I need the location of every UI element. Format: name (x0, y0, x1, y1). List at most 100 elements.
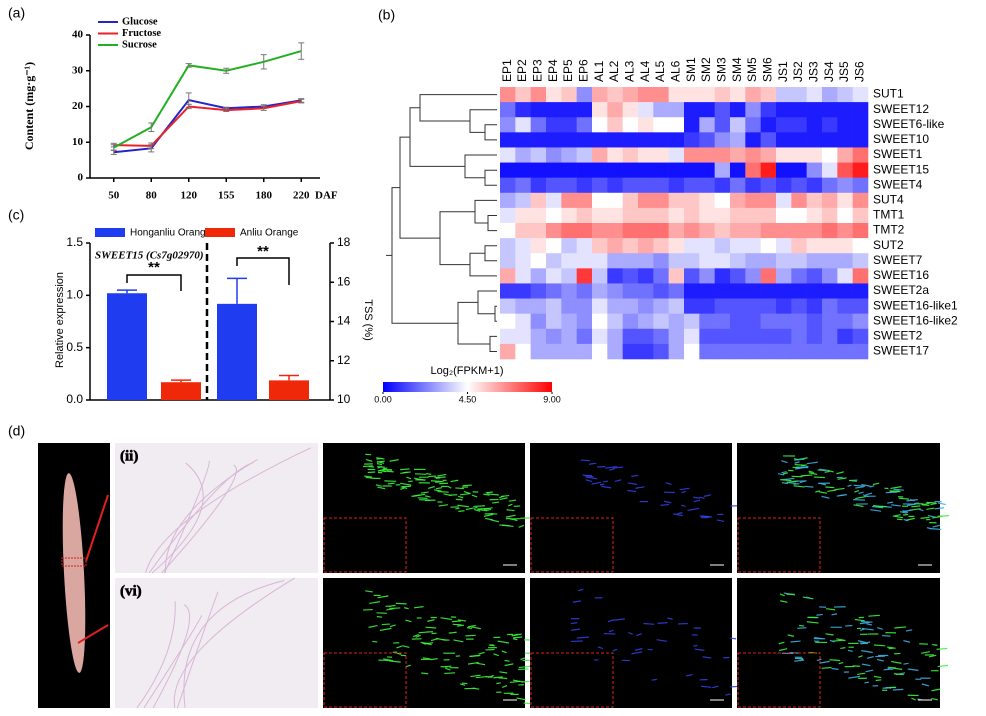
colorbar-tick-label: 0.00 (374, 394, 392, 404)
heatmap-cell (852, 117, 869, 133)
fluorescence-signal (438, 504, 448, 507)
heatmap-cell (806, 132, 823, 148)
legend-label: Honganliu Orange (130, 228, 212, 239)
heatmap-cell (592, 147, 608, 163)
heatmap-cell (806, 207, 823, 224)
fluorescence-signal (928, 654, 937, 658)
heatmap-cell (760, 207, 777, 224)
heatmap-cell (806, 298, 823, 314)
dendrogram-branch (484, 169, 497, 186)
heatmap-cell (760, 343, 777, 360)
heatmap-cell (699, 343, 715, 360)
fluorescence-signal (665, 482, 672, 486)
error-bar (279, 374, 299, 381)
heatmap-cell (776, 268, 792, 284)
heatmap-cell (546, 132, 562, 148)
fluorescence-signal (588, 462, 597, 465)
heatmap-cell (561, 283, 577, 299)
fluorescence-signal (819, 482, 826, 486)
heatmap-cell (714, 102, 731, 118)
heatmap-cell (668, 343, 685, 360)
micrograph-label: (iv) (535, 448, 557, 464)
tissue-outline (161, 464, 237, 574)
fluorescence-signal (887, 646, 896, 649)
heatmap-cell (852, 343, 869, 360)
fluorescence-signal (627, 482, 638, 486)
heatmap-cell (530, 253, 547, 269)
fluorescence-signal (404, 607, 409, 610)
y-tick-label: 20 (72, 100, 84, 112)
fluorescence-signal (657, 622, 668, 624)
heatmap-cell (776, 132, 792, 148)
heatmap-cell (607, 87, 623, 103)
heatmap-cell (699, 102, 715, 118)
heatmap-cell (791, 223, 807, 239)
error-bar (260, 54, 267, 70)
heatmap-cell (837, 328, 853, 345)
heatmap-cell (668, 223, 685, 239)
heatmap-cell (699, 117, 715, 133)
fluorescence-signal (435, 487, 443, 490)
row-label: SWEET1 (873, 147, 923, 161)
heatmap-cell (607, 177, 623, 194)
fluorescence-signal (827, 489, 837, 493)
fluorescence-signal (607, 619, 614, 623)
heatmap-cell (576, 87, 593, 103)
fluorescence-signal (468, 624, 476, 628)
fluorescence-signal (430, 658, 438, 661)
heatmap-cell (653, 298, 669, 314)
heatmap-cell (515, 328, 531, 345)
heatmap-cell (561, 147, 577, 163)
heatmap-cell (607, 117, 623, 133)
y-axis-label: Content (mg·g⁻¹) (22, 62, 36, 150)
fluorescence-signal (892, 688, 904, 691)
tissue-outline (143, 614, 202, 709)
fluorescence-signal (609, 468, 615, 471)
heatmap-cell (714, 117, 731, 133)
heatmap-cell (607, 192, 623, 209)
heatmap-cell (638, 313, 654, 330)
heatmap-cell (699, 207, 715, 224)
heatmap-cell (822, 223, 838, 239)
fluorescence-signal (499, 524, 511, 527)
heatmap-cell (776, 223, 792, 239)
heatmap-cell (714, 223, 731, 239)
heatmap-cell (714, 313, 731, 330)
row-label: SWEET2a (873, 283, 929, 297)
x-axis-label: DAF (315, 190, 338, 202)
heatmap-cell (745, 253, 761, 269)
heatmap-cell (576, 192, 593, 209)
heatmap-cell (607, 283, 623, 299)
arrow (85, 494, 109, 562)
row-label: SWEET17 (873, 344, 929, 358)
fluorescence-signal (603, 632, 616, 635)
fluorescence-signal (493, 676, 503, 679)
fluorescence-signal (516, 697, 526, 701)
heatmap-cell (515, 147, 531, 163)
heatmap-cell (714, 268, 731, 284)
heatmap-cell (622, 87, 639, 103)
fluorescence-signal (870, 509, 882, 512)
heatmap-cell (576, 343, 593, 360)
fluorescence-signal (896, 518, 903, 521)
fluorescence-signal (887, 501, 894, 504)
fluorescence-signal (911, 505, 921, 508)
column-label: JS4 (822, 61, 836, 82)
heatmap-cell (622, 268, 639, 284)
error-bar (298, 42, 305, 60)
micrograph (115, 578, 318, 708)
fluorescence-signal (413, 606, 424, 609)
fluorescence-signal (862, 494, 869, 498)
fluorescence-signal (893, 488, 904, 491)
micrograph (323, 443, 525, 573)
fluorescence-signal (368, 624, 378, 628)
heatmap-cell (852, 87, 869, 103)
heatmap-cell (760, 162, 777, 178)
heatmap-cell (576, 147, 593, 163)
fluorescence-signal (376, 612, 387, 614)
fluorescence-signal (403, 471, 408, 474)
significance-bracket (126, 274, 182, 291)
heatmap-cell (776, 283, 792, 299)
significance-bracket (236, 257, 290, 285)
fluorescence-signal (580, 459, 590, 462)
